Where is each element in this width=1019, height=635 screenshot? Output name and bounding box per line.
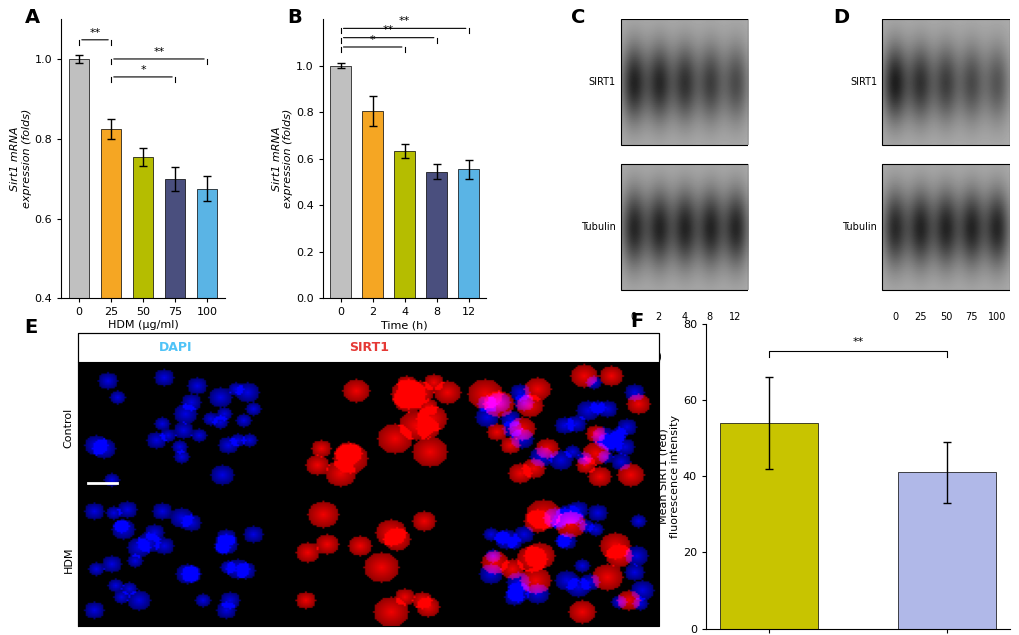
- Bar: [458, 169, 479, 298]
- Bar: [719, 423, 817, 629]
- Text: E: E: [24, 318, 38, 337]
- Text: 50: 50: [938, 312, 952, 323]
- Text: **: **: [398, 16, 410, 26]
- Text: **: **: [90, 27, 101, 37]
- Bar: [272, 494, 465, 625]
- Text: 0: 0: [630, 312, 636, 323]
- Text: 2: 2: [655, 312, 661, 323]
- Bar: [881, 164, 1009, 290]
- Text: C: C: [571, 8, 585, 27]
- Text: SIRT1: SIRT1: [850, 77, 876, 87]
- Text: **: **: [153, 47, 164, 57]
- Text: Merge: Merge: [539, 341, 584, 354]
- Text: F: F: [630, 312, 643, 331]
- X-axis label: HDM (μg/ml): HDM (μg/ml): [107, 320, 178, 330]
- Bar: [620, 19, 747, 145]
- Bar: [426, 171, 446, 298]
- Text: **: **: [852, 337, 863, 347]
- Bar: [394, 150, 415, 298]
- Text: A: A: [25, 8, 41, 27]
- Bar: [465, 362, 658, 494]
- X-axis label: Time (h): Time (h): [381, 320, 428, 330]
- Bar: [164, 178, 185, 458]
- Text: DAPI: DAPI: [158, 341, 192, 354]
- Bar: [68, 59, 90, 458]
- Bar: [620, 164, 747, 290]
- Text: Control: Control: [64, 408, 73, 448]
- Text: 100: 100: [986, 312, 1006, 323]
- Bar: [132, 157, 153, 458]
- Text: SIRT1: SIRT1: [588, 77, 615, 87]
- Bar: [78, 494, 272, 625]
- Bar: [897, 472, 995, 629]
- Bar: [465, 494, 658, 625]
- Text: B: B: [286, 8, 302, 27]
- Text: **: **: [383, 25, 394, 36]
- Text: 8: 8: [706, 312, 712, 323]
- Text: 25: 25: [913, 312, 926, 323]
- Text: D: D: [833, 8, 849, 27]
- Y-axis label: Mean SIRT1 (red)
fluorescence intensity: Mean SIRT1 (red) fluorescence intensity: [658, 415, 680, 538]
- Text: SIRT1: SIRT1: [348, 341, 388, 354]
- Text: 0: 0: [891, 312, 897, 323]
- Text: Time (h): Time (h): [620, 352, 660, 361]
- Bar: [197, 189, 217, 458]
- Text: Tubulin: Tubulin: [580, 222, 615, 232]
- Y-axis label: Sirt1 mRNA
expression (folds): Sirt1 mRNA expression (folds): [10, 109, 32, 208]
- Text: 75: 75: [964, 312, 977, 323]
- Text: *: *: [140, 65, 146, 75]
- Text: Tubulin: Tubulin: [842, 222, 876, 232]
- Y-axis label: Sirt1 mRNA
expression (folds): Sirt1 mRNA expression (folds): [271, 109, 293, 208]
- Text: *: *: [370, 35, 375, 44]
- Bar: [362, 111, 383, 298]
- Text: HDM: HDM: [64, 547, 73, 573]
- Bar: [101, 129, 121, 458]
- Bar: [272, 362, 465, 494]
- Text: 4: 4: [681, 312, 687, 323]
- Text: 12: 12: [729, 312, 741, 323]
- Bar: [881, 19, 1009, 145]
- Bar: [330, 65, 351, 298]
- Bar: [78, 362, 272, 494]
- Text: HDM (μg/ml): HDM (μg/ml): [881, 352, 944, 361]
- Bar: [78, 333, 658, 362]
